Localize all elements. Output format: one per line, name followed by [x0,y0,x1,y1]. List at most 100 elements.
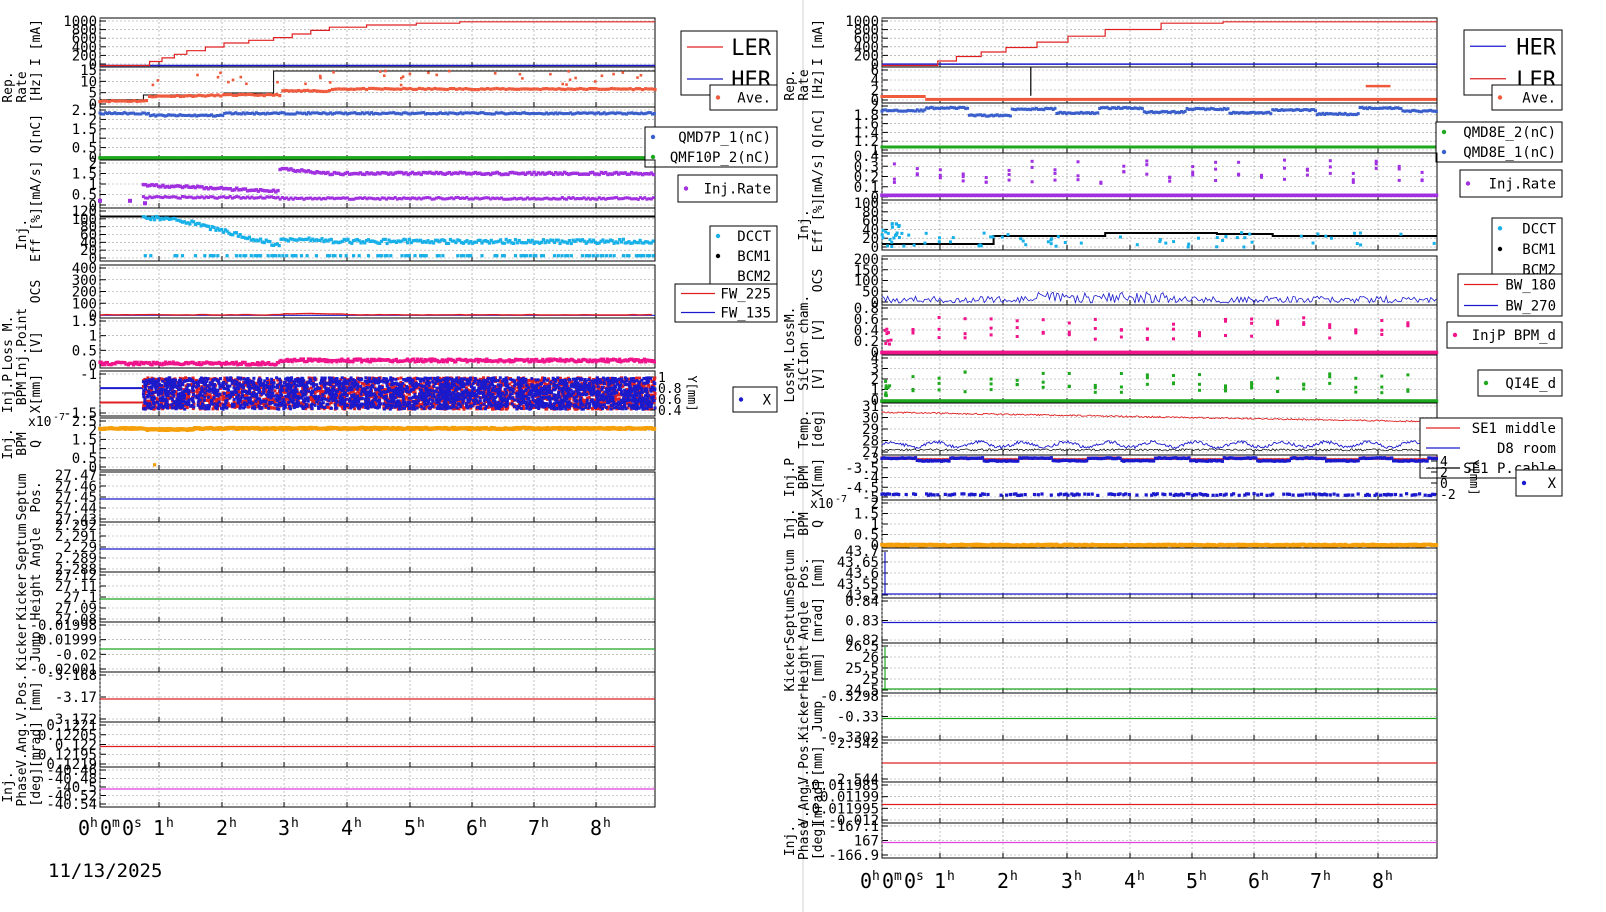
data-point [300,196,304,200]
data-point [448,237,452,242]
data-point [349,156,353,160]
data-point [120,99,124,103]
data-point [271,406,275,410]
data-point [482,172,486,176]
data-point [547,359,551,363]
data-point [621,254,625,258]
data-point [602,196,605,200]
data-point [573,197,577,201]
data-point [348,240,352,244]
data-point [157,156,162,160]
data-point [493,72,497,75]
data-point [225,111,228,115]
data-point [645,197,649,201]
data-point [599,197,603,201]
data-point [187,195,191,199]
legend-swatch-dot [683,186,689,191]
data-point [206,156,210,160]
data-point [152,156,156,160]
data-point [608,111,612,115]
data-point [531,156,536,160]
y-axis-label: [mA/s] [29,161,44,208]
data-point [182,184,187,189]
data-point [446,401,450,405]
data-point [267,189,271,193]
data-point [525,241,529,245]
data-point [217,186,222,190]
data-point [520,156,524,160]
data-point [328,172,332,177]
data-point [556,254,560,258]
data-point [306,156,311,160]
data-point [209,195,213,199]
data-point [195,387,199,391]
data-point [105,361,109,365]
data-point [213,156,217,160]
data-point [329,384,333,388]
data-point [631,88,635,92]
data-point [223,111,227,115]
data-point [156,184,161,189]
data-point [625,241,629,245]
data-point [433,238,438,242]
y-tick-label: 100 [72,296,97,312]
data-point [215,196,219,200]
data-point [541,376,544,380]
data-point [399,83,403,87]
data-point [546,357,550,361]
data-point [509,156,513,160]
data-point [652,378,656,382]
data-point [407,254,411,258]
data-point [482,376,485,380]
data-point [436,156,441,160]
data-point [427,71,430,75]
data-point [526,156,530,160]
data-point [376,171,380,175]
data-point [557,156,562,160]
data-point [558,357,562,361]
data-point [528,197,532,201]
data-point [588,87,592,91]
data-point [534,254,538,258]
data-point [197,93,201,97]
data-point [585,111,589,115]
data-point [584,241,588,245]
data-point [573,171,577,175]
data-point [154,156,158,160]
data-point [430,197,434,201]
data-point [236,405,240,408]
data-point [122,156,126,160]
data-point [533,112,537,116]
data-point [219,156,223,160]
data-point [419,172,423,177]
data-point [549,171,554,175]
data-point [214,228,218,232]
data-point [347,156,351,160]
data-point [618,357,622,361]
data-point [313,239,317,243]
data-point [217,156,221,160]
data-point [340,239,345,243]
data-point [575,171,580,176]
data-point [239,362,243,366]
data-point [578,197,582,201]
data-point [434,170,439,175]
data-point [222,187,226,191]
data-point [422,254,426,258]
data-point [238,254,242,258]
data-point [616,359,620,363]
data-point [534,380,538,384]
data-point [266,254,270,258]
data-point [418,111,422,115]
data-point [135,156,139,160]
data-point [545,239,549,243]
data-point [179,94,183,99]
data-point [128,156,132,160]
data-point [325,112,329,116]
data-point [492,156,497,160]
data-point [413,391,417,395]
data-point [396,87,400,91]
data-point [242,235,246,239]
data-point [430,387,434,391]
y-tick-label: 15 [80,63,97,79]
